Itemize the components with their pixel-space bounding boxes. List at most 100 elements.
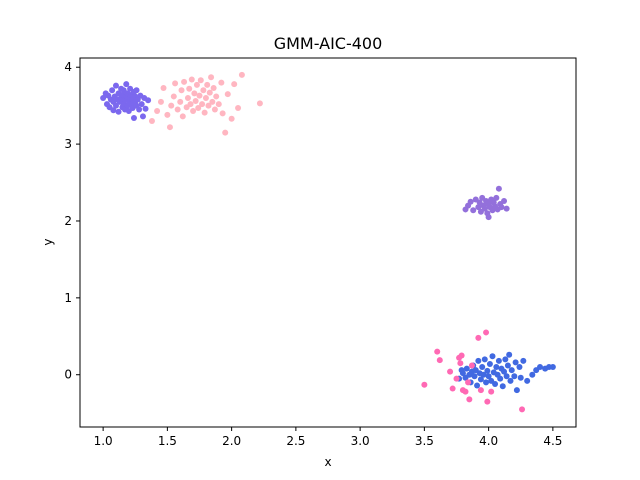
data-point xyxy=(222,129,229,136)
y-tick-label: 0 xyxy=(64,368,72,382)
data-point xyxy=(475,204,482,211)
data-point xyxy=(467,198,474,205)
data-point xyxy=(499,383,506,390)
data-point xyxy=(457,360,464,367)
y-tick-label: 3 xyxy=(64,137,72,151)
x-axis: 1.0 1.5 2.0 2.5 3.0 3.5 4.0 4.5 xyxy=(94,427,562,448)
data-point xyxy=(200,87,207,94)
data-point xyxy=(483,379,490,386)
data-point xyxy=(109,87,116,94)
data-point xyxy=(148,118,155,125)
data-point xyxy=(110,107,117,114)
data-point xyxy=(168,102,175,109)
data-point xyxy=(520,357,527,364)
data-point xyxy=(179,113,186,120)
data-point xyxy=(475,357,482,364)
data-point xyxy=(133,87,140,94)
data-point xyxy=(524,377,531,384)
data-point xyxy=(112,82,119,89)
data-point xyxy=(503,373,510,380)
data-point xyxy=(485,214,492,221)
x-tick-label: 3.5 xyxy=(415,434,434,448)
data-point xyxy=(506,351,513,358)
y-axis-label: y xyxy=(41,238,55,245)
data-point xyxy=(485,373,492,380)
data-point xyxy=(199,101,206,108)
x-axis-label: x xyxy=(324,455,331,469)
data-point xyxy=(231,81,238,88)
data-point xyxy=(206,89,213,96)
data-point xyxy=(215,101,222,108)
x-tick-label: 4.5 xyxy=(543,434,562,448)
data-point xyxy=(178,87,185,94)
data-point xyxy=(112,102,119,109)
data-point xyxy=(186,85,193,92)
data-point xyxy=(465,379,472,386)
data-point xyxy=(517,374,524,381)
data-point xyxy=(501,197,508,204)
data-point xyxy=(453,375,460,382)
data-point xyxy=(170,93,177,100)
data-point xyxy=(164,111,171,118)
data-point xyxy=(495,357,502,364)
data-point xyxy=(434,348,441,355)
data-point xyxy=(123,81,130,88)
data-point xyxy=(197,77,204,84)
data-point xyxy=(210,84,217,91)
data-point xyxy=(256,100,263,107)
data-point xyxy=(507,377,514,384)
data-point xyxy=(436,357,443,364)
data-point xyxy=(493,364,500,371)
data-point xyxy=(195,104,202,111)
data-point xyxy=(213,93,220,100)
data-point xyxy=(238,71,245,78)
data-point xyxy=(224,91,231,98)
data-point xyxy=(466,396,473,403)
data-point xyxy=(145,97,152,104)
data-point xyxy=(184,94,191,101)
y-tick-label: 1 xyxy=(64,291,72,305)
data-point xyxy=(166,124,173,131)
data-point xyxy=(503,205,510,212)
data-point xyxy=(193,81,200,88)
data-point xyxy=(209,98,216,105)
data-point xyxy=(205,102,212,109)
data-point xyxy=(138,101,145,108)
data-point xyxy=(481,356,488,363)
plot-frame xyxy=(79,57,577,428)
plot-marks xyxy=(100,71,556,413)
data-point xyxy=(154,108,161,115)
data-point xyxy=(479,364,486,371)
data-point xyxy=(502,356,509,363)
data-point xyxy=(508,367,515,374)
data-point xyxy=(196,92,203,99)
x-tick-label: 4.0 xyxy=(479,434,498,448)
x-tick-label: 2.5 xyxy=(286,434,305,448)
data-point xyxy=(492,380,499,387)
data-point xyxy=(208,74,215,81)
data-point xyxy=(136,106,143,113)
data-point xyxy=(477,387,484,394)
data-point xyxy=(218,79,225,86)
y-tick-label: 2 xyxy=(64,214,72,228)
data-point xyxy=(481,205,488,212)
data-point xyxy=(501,368,508,375)
data-point xyxy=(474,382,481,389)
data-point xyxy=(188,76,195,83)
data-point xyxy=(470,207,477,214)
data-point xyxy=(190,108,197,115)
data-point xyxy=(519,406,526,413)
data-point xyxy=(489,353,496,360)
x-tick-label: 1.5 xyxy=(158,434,177,448)
data-point xyxy=(488,388,495,395)
data-point xyxy=(498,204,505,211)
data-point xyxy=(204,81,211,88)
data-point xyxy=(493,194,500,201)
data-point xyxy=(549,364,556,371)
data-point xyxy=(174,106,181,113)
data-point xyxy=(484,398,491,405)
data-point xyxy=(449,385,456,392)
data-point xyxy=(475,334,482,341)
x-tick-label: 2.0 xyxy=(222,434,241,448)
data-point xyxy=(483,329,490,336)
